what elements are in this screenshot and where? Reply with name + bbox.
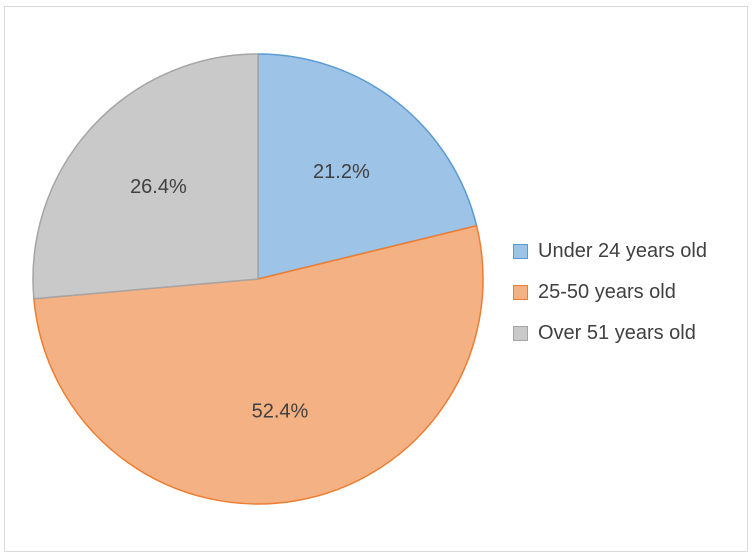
legend-label-over-51: Over 51 years old	[538, 322, 696, 344]
legend-swatch-over-51	[513, 326, 528, 341]
legend-swatch-25-50	[513, 285, 528, 300]
legend-label-25-50: 25-50 years old	[538, 281, 676, 303]
legend-item-over-51: Over 51 years old	[513, 313, 707, 354]
legend-swatch-under-24	[513, 244, 528, 259]
legend-item-25-50: 25-50 years old	[513, 272, 707, 313]
pie-slice-over-51	[32, 53, 259, 300]
chart-frame: 21.2% 52.4% 26.4% Under 24 years old 25-50…	[4, 6, 748, 552]
pie-slice-under-24	[257, 53, 478, 280]
pie-slice-25-50	[33, 224, 484, 505]
slice-label-over-51: 26.4%	[130, 176, 187, 198]
slice-label-25-50: 52.4%	[252, 400, 309, 422]
slice-label-under-24: 21.2%	[313, 161, 370, 183]
legend-label-under-24: Under 24 years old	[538, 240, 707, 262]
legend-item-under-24: Under 24 years old	[513, 231, 707, 272]
legend: Under 24 years old 25-50 years old Over …	[513, 231, 707, 354]
pie-chart: 21.2% 52.4% 26.4%	[32, 53, 484, 505]
